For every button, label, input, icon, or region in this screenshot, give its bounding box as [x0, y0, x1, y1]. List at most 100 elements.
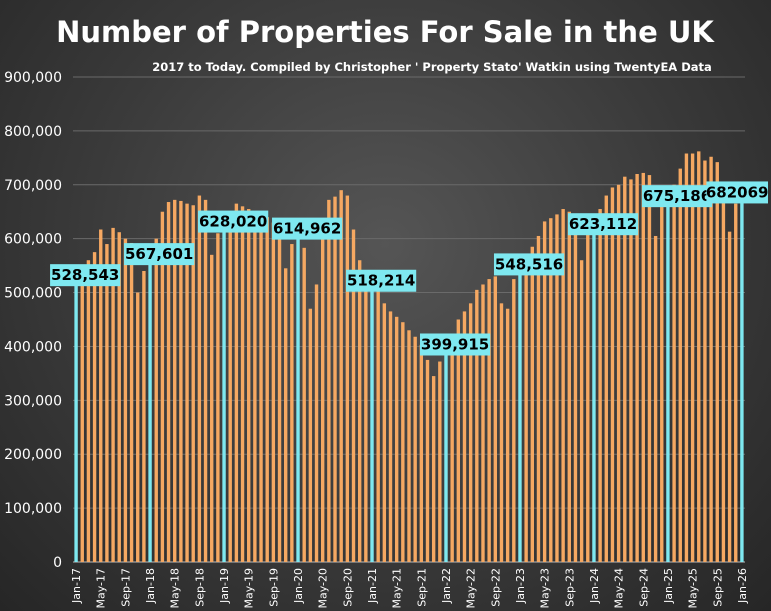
bar-highlighted	[222, 223, 226, 562]
bar	[586, 233, 590, 562]
bar-highlighted	[444, 346, 448, 562]
x-tick-label: May-24	[613, 568, 626, 609]
bar	[290, 244, 294, 563]
data-labels: 528,543 567,601 628,020 614,962 518,214 399,9…	[50, 181, 769, 356]
data-label-box	[198, 210, 269, 233]
x-tick-label: May-19	[243, 568, 256, 609]
bar	[647, 175, 652, 563]
bar-highlighted	[740, 194, 744, 562]
bar	[99, 229, 103, 562]
bar	[499, 303, 504, 562]
bar	[672, 184, 676, 562]
bar	[333, 196, 337, 562]
bar	[376, 288, 380, 562]
bar	[314, 284, 319, 562]
data-label-box	[641, 185, 713, 208]
x-tick-label: Jan-25	[662, 568, 675, 604]
bar	[579, 260, 584, 562]
bar	[388, 311, 393, 562]
x-tick-label: Jan-18	[144, 568, 157, 604]
data-label-text: 399,915	[421, 335, 489, 353]
data-label: 614,962	[272, 217, 343, 240]
bar	[709, 156, 713, 562]
bar	[277, 235, 282, 562]
bar	[721, 195, 726, 563]
x-tick-label: Sep-18	[193, 568, 206, 607]
bar-highlighted	[370, 282, 374, 562]
bar	[697, 151, 701, 562]
y-axis-ticks: 0 100,000 200,000 300,000 400,000 500,000 600,…	[4, 70, 62, 571]
data-label-box	[346, 269, 417, 292]
bar	[210, 254, 214, 563]
bar	[623, 176, 627, 562]
bar	[450, 335, 454, 562]
y-tick-label: 0	[53, 555, 62, 571]
bars	[74, 151, 744, 563]
bar	[481, 284, 485, 562]
bar	[154, 238, 158, 562]
data-label-box	[124, 243, 195, 266]
bar	[302, 247, 306, 563]
bar-highlighted	[666, 198, 670, 562]
bar	[203, 199, 208, 562]
bar	[129, 242, 134, 562]
bar	[487, 279, 491, 562]
data-label-text: 518,214	[347, 272, 415, 290]
bar	[407, 330, 411, 562]
bar	[191, 205, 195, 562]
data-label-text: 675,186	[643, 187, 711, 205]
bar	[660, 206, 664, 563]
bar	[142, 271, 146, 562]
bar	[240, 206, 245, 563]
x-tick-label: Sep-25	[711, 568, 724, 607]
y-tick-label: 700,000	[4, 178, 62, 194]
bar	[247, 209, 251, 562]
x-tick-label: Sep-22	[489, 568, 502, 607]
data-label-box	[493, 253, 565, 276]
bar	[512, 279, 516, 562]
bar	[715, 162, 719, 562]
data-label-box	[706, 181, 768, 204]
x-tick-label: Jan-19	[218, 568, 231, 604]
bar	[431, 376, 436, 562]
bar	[117, 232, 121, 562]
data-label-box	[567, 213, 639, 236]
bar	[561, 209, 565, 562]
x-tick-label: Jan-24	[588, 568, 601, 604]
bar	[345, 195, 350, 563]
bar	[462, 311, 467, 562]
bar	[425, 359, 430, 562]
bar	[80, 276, 84, 562]
bar-highlighted	[296, 230, 300, 562]
bar	[105, 244, 109, 563]
bar	[413, 336, 417, 562]
bar	[166, 202, 171, 562]
x-tick-label: May-20	[317, 568, 330, 609]
data-label: 628,020	[198, 210, 269, 233]
x-tick-label: May-18	[169, 568, 182, 609]
bar	[357, 260, 362, 562]
bar	[493, 276, 498, 562]
bar	[265, 217, 269, 562]
bar	[271, 222, 276, 562]
bar-highlighted	[592, 226, 596, 563]
bar	[111, 227, 115, 562]
bar	[234, 203, 239, 562]
bar	[536, 235, 541, 562]
bar	[604, 195, 608, 563]
bar	[136, 292, 140, 562]
bar	[179, 200, 183, 562]
bar	[253, 211, 257, 562]
bar	[598, 209, 602, 562]
y-tick-label: 400,000	[4, 339, 62, 355]
y-tick-label: 800,000	[4, 124, 62, 140]
bar	[542, 221, 547, 562]
data-label: 528,543	[50, 264, 121, 287]
bar	[573, 217, 578, 562]
data-label-box	[272, 217, 343, 240]
x-tick-label: Jan-26	[736, 568, 749, 604]
y-tick-label: 100,000	[4, 501, 62, 517]
bar	[690, 153, 695, 562]
bar	[641, 172, 645, 562]
